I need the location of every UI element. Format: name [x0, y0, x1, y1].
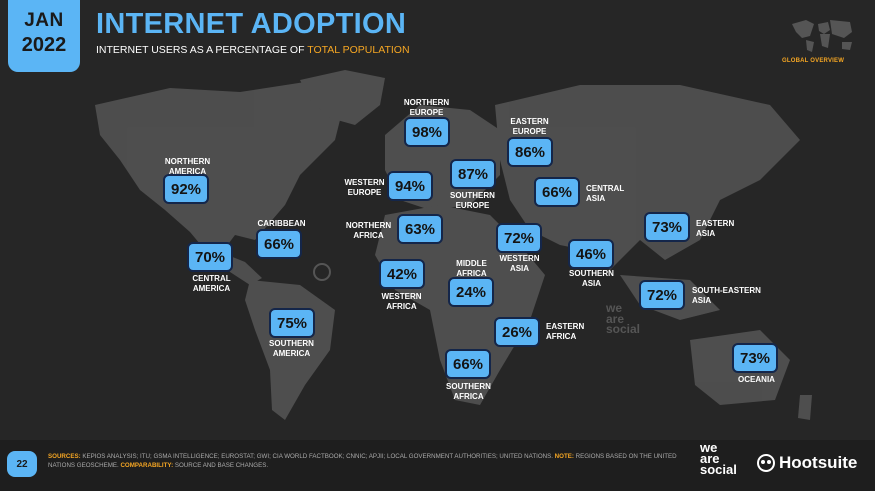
value-badge-western-asia: 72%: [496, 223, 542, 253]
value-badge-eastern-asia: 73%: [644, 212, 690, 242]
label-eastern-europe: EASTERN EUROPE: [510, 117, 549, 136]
label-western-asia: WESTERN ASIA: [499, 254, 540, 273]
comparability-body: SOURCE AND BASE CHANGES.: [173, 462, 269, 469]
subtitle-prefix: INTERNET USERS AS A PERCENTAGE OF: [96, 44, 308, 56]
new-zealand-landmass: [798, 395, 812, 420]
value-badge-western-europe: 94%: [387, 171, 433, 201]
value-badge-northern-europe: 98%: [404, 117, 450, 147]
value-badge-eastern-europe: 86%: [507, 137, 553, 167]
subtitle-highlight: TOTAL POPULATION: [307, 44, 410, 56]
value-badge-central-america: 70%: [187, 242, 233, 272]
footer-bar: [0, 440, 875, 491]
value-badge-western-africa: 42%: [379, 259, 425, 289]
value-badge-south-eastern-asia: 72%: [639, 280, 685, 310]
label-eastern-asia: EASTERN ASIA: [696, 219, 735, 238]
page-subtitle: INTERNET USERS AS A PERCENTAGE OF TOTAL …: [96, 44, 410, 56]
label-northern-america: NORTHERN AMERICA: [164, 157, 211, 176]
date-badge: JAN 2022: [8, 0, 80, 72]
label-southern-europe: SOUTHERN EUROPE: [450, 191, 495, 210]
value-badge-northern-america: 92%: [163, 174, 209, 204]
value-badge-southern-africa: 66%: [445, 349, 491, 379]
asia-landmass: [495, 85, 800, 270]
we-are-social-watermark: we are social: [606, 301, 641, 336]
sources-text: SOURCES: KEPIOS ANALYSIS; ITU; GSMA INTE…: [48, 452, 688, 470]
comparability-key: COMPARABILITY:: [120, 462, 174, 469]
value-badge-middle-africa: 24%: [448, 277, 494, 307]
sources-body: KEPIOS ANALYSIS; ITU; GSMA INTELLIGENCE;…: [80, 453, 555, 460]
hootsuite-wordmark: Hootsuite: [779, 453, 858, 472]
value-badge-oceania: 73%: [732, 343, 778, 373]
value-badge-southern-america: 75%: [269, 308, 315, 338]
label-northern-europe: NORTHERN EUROPE: [403, 98, 450, 117]
label-western-africa: WESTERN AFRICA: [381, 292, 422, 311]
label-southern-asia: SOUTHERN ASIA: [569, 269, 614, 288]
hootsuite-watermark-icon: [313, 263, 331, 281]
value-badge-central-asia: 66%: [534, 177, 580, 207]
north-america-landmass: [95, 82, 345, 255]
value-badge-southern-asia: 46%: [568, 239, 614, 269]
value-badge-southern-europe: 87%: [450, 159, 496, 189]
label-western-europe: WESTERN EUROPE: [344, 178, 385, 197]
label-oceania: OCEANIA: [738, 375, 775, 384]
date-year: 2022: [21, 34, 67, 56]
label-southern-africa: SOUTHERN AFRICA: [446, 382, 491, 401]
label-caribbean: CARIBBEAN: [257, 219, 306, 228]
sources-key: SOURCES:: [48, 453, 81, 460]
value-badge-eastern-africa: 26%: [494, 317, 540, 347]
global-overview-label: GLOBAL OVERVIEW: [782, 58, 845, 64]
label-eastern-africa: EASTERN AFRICA: [546, 322, 585, 341]
label-middle-africa: MIDDLE AFRICA: [456, 259, 487, 278]
greenland-landmass: [300, 70, 385, 125]
label-central-asia: CENTRAL ASIA: [586, 184, 625, 203]
page-number: 22: [7, 451, 37, 477]
value-badge-northern-africa: 63%: [397, 214, 443, 244]
note-key: NOTE:: [554, 453, 574, 460]
page-title: INTERNET ADOPTION: [96, 8, 407, 40]
global-overview-icon: [792, 20, 852, 52]
hootsuite-logo: Hootsuite: [757, 453, 857, 473]
label-south-eastern-asia: SOUTH-EASTERN ASIA: [692, 286, 761, 305]
we-are-social-logo: we are social: [700, 440, 737, 477]
value-badge-caribbean: 66%: [256, 229, 302, 259]
date-month: JAN: [24, 10, 64, 31]
label-southern-america: SOUTHERN AMERICA: [269, 339, 314, 358]
label-northern-africa: NORTHERN AFRICA: [345, 221, 392, 240]
label-central-america: CENTRAL AMERICA: [192, 274, 231, 293]
owl-icon: [757, 454, 775, 472]
note-body: REGIONS BASED ON THE UNITED NATIONS GEOS…: [48, 453, 677, 469]
